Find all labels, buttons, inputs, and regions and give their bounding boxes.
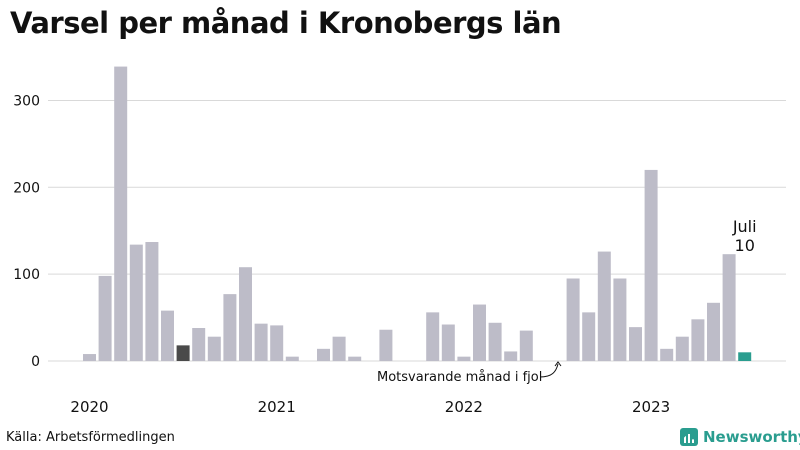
bar-2022-10 — [597, 251, 611, 361]
bar-2022-03 — [488, 322, 502, 361]
bar-2022-09 — [582, 312, 596, 361]
bar-2023-06 — [722, 254, 736, 361]
previous-year-annotation: Motsvarande månad i fjol — [377, 370, 542, 385]
bar-2023-01 — [644, 169, 658, 361]
bar-2021-06 — [348, 356, 362, 361]
chart-title: Varsel per månad i Kronobergs län — [10, 6, 562, 40]
bar-2023-03 — [675, 336, 689, 361]
bar-2020-08 — [192, 327, 206, 361]
bar-2020-12 — [254, 323, 268, 361]
y-tick-label: 0 — [31, 354, 40, 370]
bar-2022-11 — [613, 278, 627, 361]
annotation-arrowhead — [554, 361, 562, 367]
bar-2022-02 — [473, 304, 486, 361]
bar-2022-08 — [566, 278, 580, 361]
current-value-label: 10 — [735, 236, 755, 255]
x-year-label: 2020 — [70, 398, 108, 416]
newsworthy-logo-icon — [680, 428, 698, 446]
bar-2020-09 — [207, 336, 221, 361]
y-tick-label: 200 — [13, 180, 40, 196]
x-year-label: 2022 — [445, 398, 483, 416]
bar-2020-02 — [98, 275, 112, 361]
bar-2020-10 — [223, 294, 237, 361]
bar-2022-12 — [629, 327, 642, 361]
annotation-arrow — [539, 363, 559, 378]
current-month-label: Juli — [732, 217, 757, 236]
source-note: Källa: Arbetsförmedlingen — [6, 430, 175, 445]
bar-2023-07 — [738, 352, 752, 361]
y-tick-label: 300 — [13, 93, 40, 109]
bar-2020-04 — [129, 244, 143, 361]
bar-2021-04 — [317, 348, 330, 361]
x-year-label: 2021 — [258, 398, 296, 416]
bar-2022-05 — [519, 330, 533, 361]
y-tick-label: 100 — [13, 267, 40, 283]
bar-2020-06 — [161, 310, 174, 361]
bar-2020-05 — [145, 242, 159, 361]
x-year-label: 2023 — [632, 398, 670, 416]
bar-2023-05 — [707, 302, 720, 361]
bar-2020-11 — [239, 267, 252, 361]
bar-2020-07 — [176, 345, 190, 361]
bar-2023-02 — [660, 348, 674, 361]
bar-2021-12 — [441, 324, 455, 361]
bar-2021-01 — [270, 325, 284, 361]
brand-name: Newsworthy — [703, 428, 800, 446]
bar-2021-02 — [285, 356, 299, 361]
bar-2021-08 — [379, 329, 393, 361]
bar-2020-03 — [114, 66, 128, 362]
bar-2020-01 — [83, 354, 96, 361]
brand-logo[interactable]: Newsworthy — [680, 426, 800, 448]
bar-2022-04 — [504, 351, 518, 361]
bar-2023-04 — [691, 319, 705, 361]
bar-2021-11 — [426, 312, 440, 361]
bar-2021-05 — [332, 336, 346, 361]
bar-2022-01 — [457, 356, 471, 361]
